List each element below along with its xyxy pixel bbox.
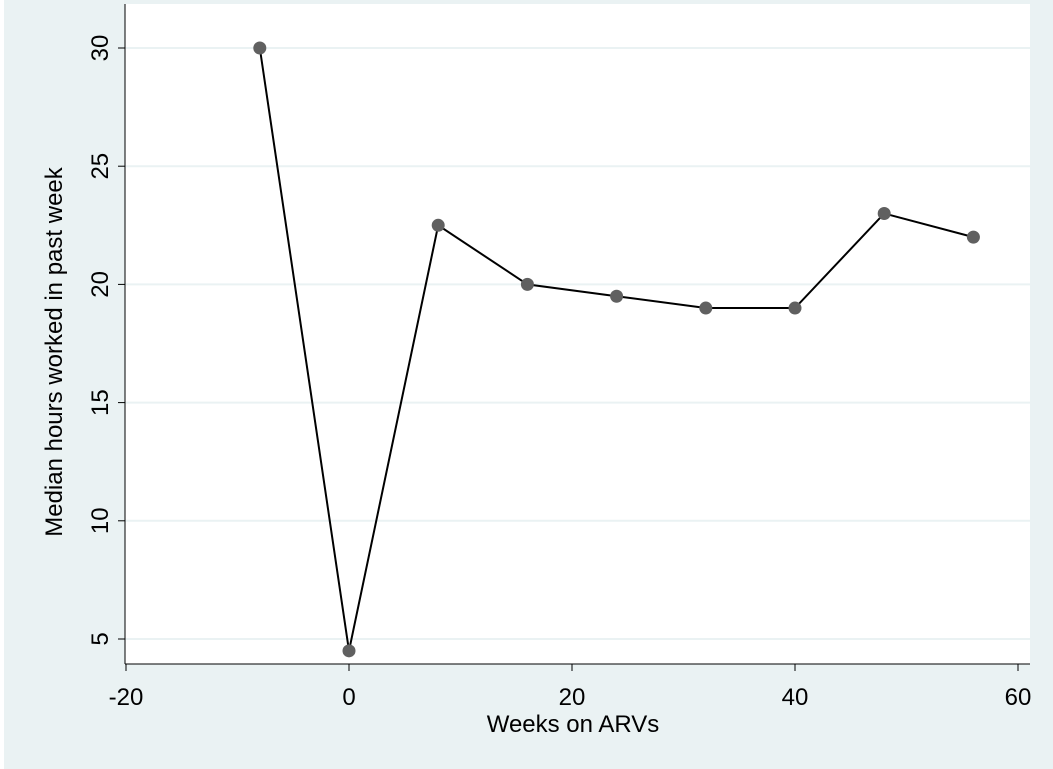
x-tick-label: 40 [782, 684, 809, 711]
x-tick-label: 0 [342, 684, 355, 711]
y-tick-label: 15 [87, 389, 114, 416]
x-axis-title: Weeks on ARVs [487, 711, 660, 738]
y-tick-label: 20 [87, 271, 114, 298]
data-point [877, 206, 891, 220]
y-tick-label: 5 [87, 632, 114, 645]
data-point [431, 218, 445, 232]
y-tick-label: 30 [87, 35, 114, 62]
plot-area [125, 4, 1030, 664]
y-axis-title: Median hours worked in past week [41, 166, 68, 537]
x-tick-label: 20 [559, 684, 586, 711]
x-tick-label: -20 [109, 684, 144, 711]
data-point [342, 644, 356, 658]
data-point [788, 301, 802, 315]
y-tick-label: 10 [87, 507, 114, 534]
y-tick-label: 25 [87, 153, 114, 180]
data-point [253, 41, 267, 55]
x-tick-label: 60 [1005, 684, 1032, 711]
data-point [520, 277, 534, 291]
data-point [699, 301, 713, 315]
data-point [610, 289, 624, 303]
data-point [966, 230, 980, 244]
